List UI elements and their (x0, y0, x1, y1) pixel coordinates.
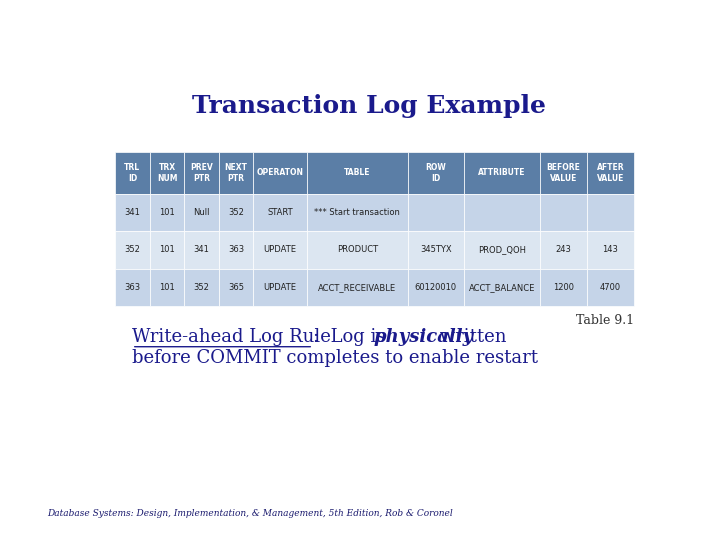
Text: *** Start transaction: *** Start transaction (315, 208, 400, 217)
Text: START: START (267, 208, 293, 217)
FancyBboxPatch shape (184, 194, 219, 231)
FancyBboxPatch shape (408, 152, 464, 194)
FancyBboxPatch shape (219, 268, 253, 306)
FancyBboxPatch shape (587, 268, 634, 306)
Text: 341: 341 (194, 245, 210, 254)
FancyBboxPatch shape (464, 152, 540, 194)
FancyBboxPatch shape (115, 152, 150, 194)
FancyBboxPatch shape (253, 194, 307, 231)
Text: 101: 101 (159, 208, 175, 217)
Text: 345TYX: 345TYX (420, 245, 451, 254)
FancyBboxPatch shape (184, 152, 219, 194)
Text: AFTER
VALUE: AFTER VALUE (597, 163, 624, 183)
Text: PROD_QOH: PROD_QOH (478, 245, 526, 254)
FancyBboxPatch shape (253, 268, 307, 306)
Text: TRL
ID: TRL ID (125, 163, 140, 183)
Text: Transaction Log Example: Transaction Log Example (192, 94, 546, 118)
FancyBboxPatch shape (253, 231, 307, 268)
Text: ATTRIBUTE: ATTRIBUTE (478, 168, 526, 178)
FancyBboxPatch shape (408, 194, 464, 231)
FancyBboxPatch shape (464, 268, 540, 306)
FancyBboxPatch shape (150, 194, 184, 231)
Text: Write-ahead Log Rule: Write-ahead Log Rule (132, 328, 330, 346)
FancyBboxPatch shape (150, 231, 184, 268)
Text: PREV
PTR: PREV PTR (190, 163, 213, 183)
FancyBboxPatch shape (587, 231, 634, 268)
Text: 60120010: 60120010 (415, 283, 457, 292)
FancyBboxPatch shape (464, 231, 540, 268)
FancyBboxPatch shape (115, 194, 150, 231)
FancyBboxPatch shape (184, 268, 219, 306)
FancyBboxPatch shape (307, 194, 408, 231)
Text: 101: 101 (159, 283, 175, 292)
Text: TABLE: TABLE (344, 168, 371, 178)
FancyBboxPatch shape (115, 231, 150, 268)
Text: 363: 363 (228, 245, 244, 254)
Text: 1200: 1200 (553, 283, 574, 292)
FancyBboxPatch shape (307, 231, 408, 268)
FancyBboxPatch shape (253, 152, 307, 194)
Text: physically: physically (374, 328, 474, 346)
Text: 341: 341 (125, 208, 140, 217)
FancyBboxPatch shape (219, 231, 253, 268)
FancyBboxPatch shape (408, 268, 464, 306)
FancyBboxPatch shape (540, 194, 587, 231)
FancyBboxPatch shape (115, 268, 150, 306)
FancyBboxPatch shape (587, 194, 634, 231)
Text: UPDATE: UPDATE (264, 245, 297, 254)
Text: ACCT_RECEIVABLE: ACCT_RECEIVABLE (318, 283, 396, 292)
FancyBboxPatch shape (150, 268, 184, 306)
FancyBboxPatch shape (587, 152, 634, 194)
Text: 352: 352 (194, 283, 210, 292)
Text: 363: 363 (125, 283, 140, 292)
Text: ACCT_BALANCE: ACCT_BALANCE (469, 283, 535, 292)
FancyBboxPatch shape (150, 152, 184, 194)
Text: ROW
ID: ROW ID (426, 163, 446, 183)
Text: :  Log is: : Log is (313, 328, 392, 346)
Text: Database Systems: Design, Implementation, & Management, 5th Edition, Rob & Coron: Database Systems: Design, Implementation… (47, 509, 452, 518)
Text: 352: 352 (228, 208, 244, 217)
FancyBboxPatch shape (307, 152, 408, 194)
Text: 101: 101 (159, 245, 175, 254)
FancyBboxPatch shape (219, 152, 253, 194)
Text: 243: 243 (555, 245, 571, 254)
FancyBboxPatch shape (540, 231, 587, 268)
Text: before COMMIT completes to enable restart: before COMMIT completes to enable restar… (132, 349, 538, 367)
FancyBboxPatch shape (408, 231, 464, 268)
FancyBboxPatch shape (464, 194, 540, 231)
Text: PRODUCT: PRODUCT (337, 245, 378, 254)
FancyBboxPatch shape (540, 268, 587, 306)
Text: NEXT
PTR: NEXT PTR (225, 163, 248, 183)
FancyBboxPatch shape (307, 268, 408, 306)
Text: 143: 143 (603, 245, 618, 254)
Text: written: written (433, 328, 506, 346)
Text: TRX
NUM: TRX NUM (157, 163, 177, 183)
Text: OPERATON: OPERATON (257, 168, 304, 178)
FancyBboxPatch shape (540, 152, 587, 194)
Text: Null: Null (194, 208, 210, 217)
Text: 9: 9 (652, 20, 673, 51)
Text: UPDATE: UPDATE (264, 283, 297, 292)
Text: 365: 365 (228, 283, 244, 292)
Text: Table 9.1: Table 9.1 (576, 314, 634, 327)
FancyBboxPatch shape (219, 194, 253, 231)
Text: BEFORE
VALUE: BEFORE VALUE (546, 163, 580, 183)
Text: 352: 352 (125, 245, 140, 254)
FancyBboxPatch shape (184, 231, 219, 268)
Text: 4700: 4700 (600, 283, 621, 292)
